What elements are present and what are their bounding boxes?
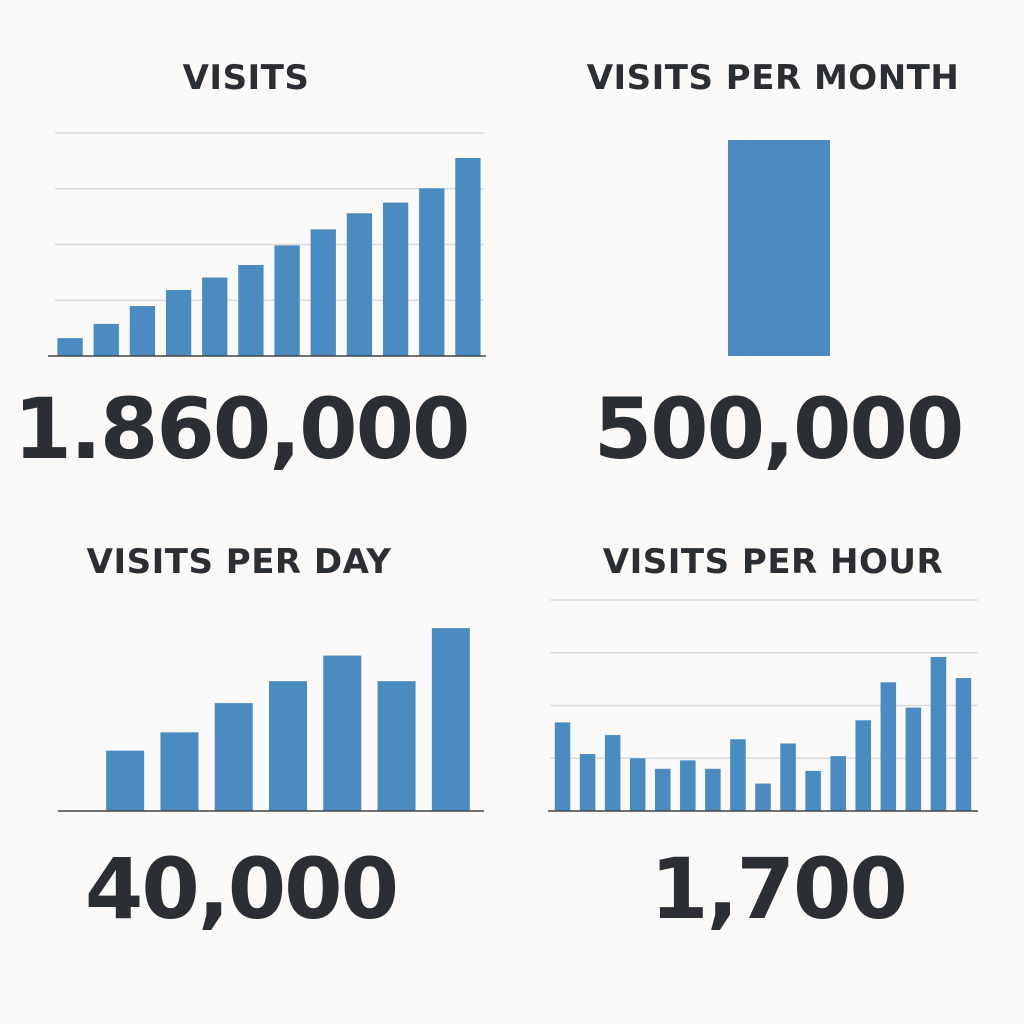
visits-per-hour-chart bbox=[548, 599, 978, 812]
bar bbox=[57, 338, 83, 356]
bar bbox=[93, 323, 119, 356]
panel-total: 1,700 bbox=[650, 840, 908, 938]
bar bbox=[382, 202, 409, 356]
bar bbox=[705, 768, 721, 811]
bar bbox=[419, 188, 445, 356]
bar bbox=[830, 756, 846, 811]
bar bbox=[274, 245, 300, 356]
visits-per-month-panel: VISITS PER MONTH 500,000 bbox=[512, 0, 1024, 512]
bar bbox=[805, 770, 821, 811]
bar bbox=[905, 707, 922, 811]
bar bbox=[202, 277, 228, 356]
bar bbox=[269, 681, 307, 811]
bar bbox=[755, 783, 771, 811]
visits-chart bbox=[48, 132, 486, 357]
bar bbox=[728, 140, 830, 356]
panel-total: 500,000 bbox=[593, 380, 965, 478]
bar bbox=[955, 678, 972, 811]
bar bbox=[629, 758, 646, 811]
bar bbox=[377, 681, 416, 811]
bar bbox=[930, 656, 947, 811]
panel-title: VISITS PER DAY bbox=[86, 542, 392, 582]
bar bbox=[654, 768, 671, 811]
bar bbox=[238, 265, 264, 356]
bar bbox=[323, 655, 362, 811]
bar bbox=[680, 760, 696, 811]
bar bbox=[106, 750, 145, 811]
bar bbox=[431, 628, 470, 811]
panel-title: VISITS PER HOUR bbox=[602, 542, 944, 582]
bar bbox=[554, 722, 571, 811]
bar bbox=[604, 735, 621, 811]
bar bbox=[730, 739, 746, 811]
panel-title: VISITS bbox=[182, 58, 310, 98]
panel-total: 40,000 bbox=[84, 840, 399, 938]
bar bbox=[310, 229, 336, 356]
bar bbox=[160, 732, 199, 811]
bar bbox=[129, 306, 156, 356]
visits-panel: VISITS 1.860,000 bbox=[0, 0, 512, 512]
panel-title: VISITS PER MONTH bbox=[586, 58, 960, 98]
bar bbox=[880, 682, 897, 811]
panel-total: 1.860,000 bbox=[13, 380, 471, 478]
visits-per-day-chart bbox=[58, 628, 484, 812]
bar bbox=[346, 213, 373, 356]
visits-per-day-panel: VISITS PER DAY 40,000 bbox=[0, 512, 512, 1024]
bar bbox=[855, 720, 872, 811]
bar bbox=[165, 289, 192, 356]
bar bbox=[579, 754, 596, 811]
visits-per-hour-panel: VISITS PER HOUR 1,700 bbox=[512, 512, 1024, 1024]
bar bbox=[780, 743, 796, 811]
bar bbox=[214, 703, 253, 811]
visits-per-month-chart bbox=[728, 140, 830, 356]
bar bbox=[455, 157, 481, 356]
